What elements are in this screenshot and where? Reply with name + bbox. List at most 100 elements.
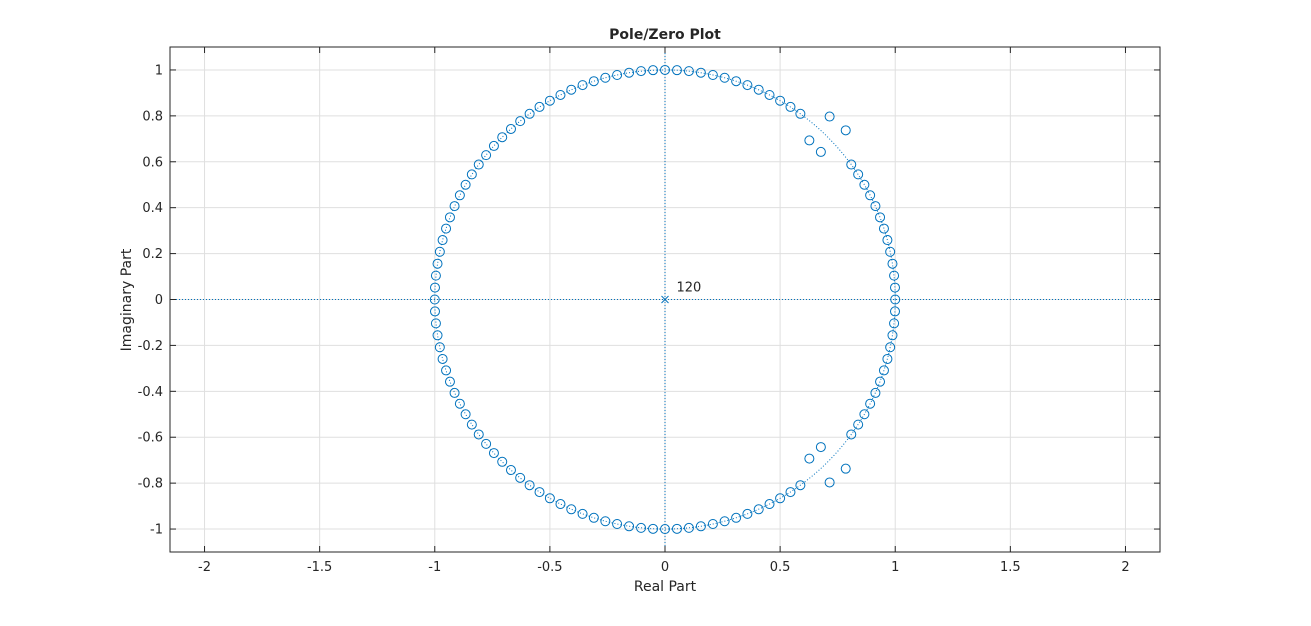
zero-marker [889,318,900,329]
zero-marker [889,270,900,281]
zero-marker [785,487,796,498]
tick-labels: -2 -1.5 -1 -0.5 0 0.5 1 1.5 2 -1 -0.8 -0.6 -0.4 -0.2 0… [138,63,1130,575]
zero-marker [846,429,857,440]
zero-marker [660,64,670,75]
zero-marker [612,518,623,529]
zero-marker [429,282,440,293]
zero-marker [430,270,441,281]
axis-ticks [170,47,1160,552]
y-tick-label: 0.6 [142,155,163,170]
zero-marker [890,306,901,317]
zero-marker [636,522,647,533]
zero-marker [555,499,566,510]
zero-marker [859,179,870,190]
zero-marker [481,438,492,449]
zero-marker [887,258,898,269]
zero-marker [432,330,443,341]
zero-marker [515,116,526,127]
zero-marker [515,472,526,483]
zero-marker [875,376,886,387]
zero-marker [488,448,499,459]
zero-marker [775,95,786,106]
zero-marker [671,65,682,76]
zero-marker [846,159,857,170]
zero-marker [444,376,455,387]
pole-marker-stroke [661,295,669,304]
zero-marker [524,480,535,491]
zero-marker [600,72,611,83]
x-tick-label: 1 [891,560,899,575]
zero-marker [775,493,786,504]
zero-marker [795,480,806,491]
zero-marker [466,169,477,180]
zero-marker [577,508,588,519]
zero-marker [460,409,471,420]
zero-marker [795,108,806,119]
zero-marker [429,294,440,305]
unit-circle [434,69,896,530]
x-tick-label: 0 [661,560,669,575]
zero-marker [437,235,448,246]
zero-marker [753,84,764,95]
x-tick-label: 2 [1121,560,1129,575]
zero-marker [497,456,508,467]
zero-marker [853,169,864,180]
x-tick-label: 0.5 [770,560,791,575]
x-tick-label: -1 [428,560,441,575]
zero-marker [683,66,694,77]
zero-marker [434,246,445,257]
zero-marker [719,72,730,83]
zero-marker [865,190,876,201]
zero-marker [481,150,492,161]
zero-marker [870,387,881,398]
zero-marker [544,95,555,106]
zero-marker [624,521,635,532]
y-tick-label: 0.2 [142,247,163,262]
pole-marker [661,295,669,304]
zero-marker [870,201,881,212]
zero-marker [840,463,851,474]
zero-marker [753,504,764,515]
zero-marker [683,522,694,533]
zero-marker [441,223,452,234]
zero-marker [577,80,588,91]
zero-marker [890,282,901,293]
zero-marker [859,409,870,420]
zero-marker [764,89,775,100]
zero-marker [505,123,516,134]
y-axis-label: Imaginary Part [119,248,135,351]
zero-marker [707,518,718,529]
zero-marker [588,512,599,523]
zero-marker [695,521,706,532]
zero-marker [695,67,706,78]
zero-marker [566,504,577,515]
zero-marker [473,429,484,440]
zero-marker [497,132,508,143]
zero-marker [887,330,898,341]
y-tick-label: 0.4 [142,201,163,216]
zero-marker [824,111,835,122]
y-tick-label: -0.8 [138,477,163,492]
zero-marker [466,419,477,430]
zero-marker [815,146,826,157]
zero-marker [434,342,445,353]
zero-marker [612,70,623,81]
zero-marker [588,76,599,87]
zero-marker [890,294,901,305]
y-tick-label: -0.4 [138,385,163,400]
zero-marker [785,101,796,112]
zero-marker [488,140,499,151]
zero-marker [429,306,440,317]
x-tick-label: 1.5 [1000,560,1021,575]
zero-marker [648,65,659,76]
zero-marker [534,487,545,498]
zero-marker [534,101,545,112]
annotations: 120 [677,280,702,295]
zero-marker [432,258,443,269]
zero-marker [671,523,682,534]
zero-marker [840,125,851,136]
zero-marker [648,523,659,534]
zero-marker [505,465,516,476]
zero-marker [449,201,460,212]
